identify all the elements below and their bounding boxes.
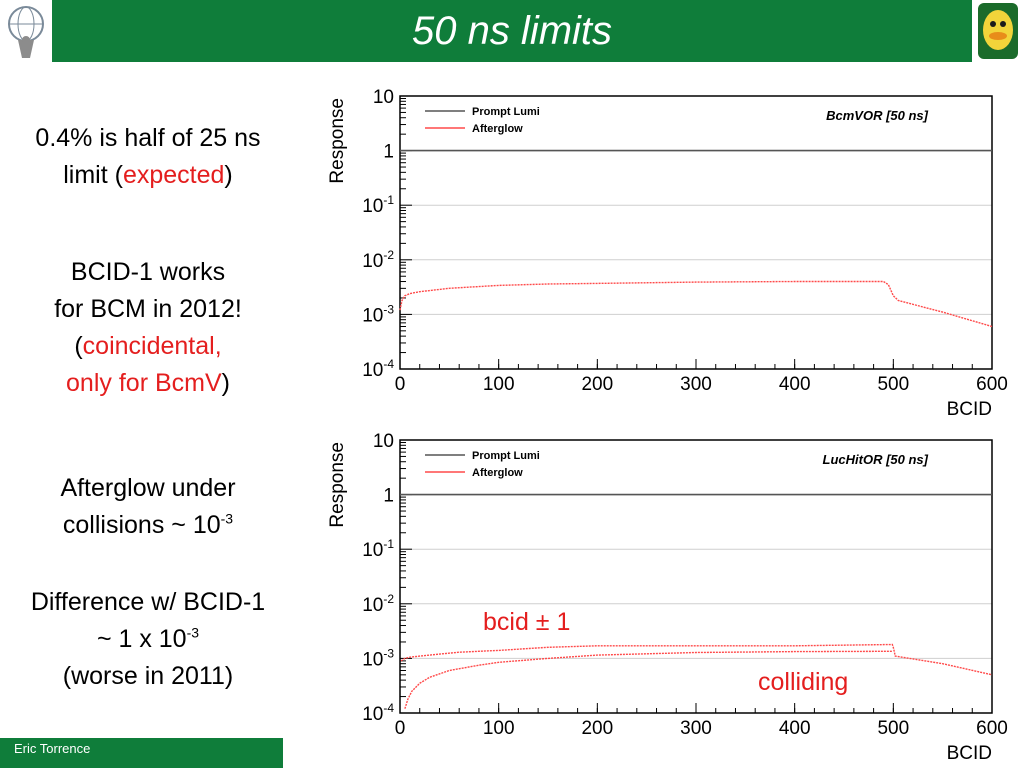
x-tick-label: 0 <box>395 374 406 395</box>
x-tick-label: 500 <box>877 718 909 739</box>
y-tick-label: 10-3 <box>362 646 394 670</box>
chart-luchitor: 0 100 200 300 400 500 600 10-4 10-3 10-2 10-1 1 10 BC… <box>327 431 1008 762</box>
difference-line1: Difference w/ BCID-1 <box>30 588 266 616</box>
duck-mascot-logo-icon <box>972 0 1024 62</box>
annotation-bcid-pm1: bcid ± 1 <box>483 608 571 636</box>
bcid-line1: BCID-1 works <box>70 258 226 286</box>
y-axis-label: Response <box>327 442 348 528</box>
x-tick-label: 500 <box>877 374 909 395</box>
x-axis-label: BCID <box>947 743 992 762</box>
x-tick-label: 100 <box>483 718 515 739</box>
x-axis-label: BCID <box>947 399 992 418</box>
x-tick-label: 600 <box>976 718 1008 739</box>
atlas-logo-icon <box>0 0 52 62</box>
y-tick-label: 10-1 <box>362 193 394 217</box>
x-tick-label: 200 <box>581 718 613 739</box>
annotation-colliding: colliding <box>758 668 849 696</box>
x-tick-label: 600 <box>976 374 1008 395</box>
x-tick-label: 400 <box>779 718 811 739</box>
x-tick-label: 300 <box>680 718 712 739</box>
half-limit-line1: 0.4% is half of 25 ns <box>35 124 261 152</box>
text-difference: Difference w/ BCID-1 ~ 1 x 10-3 (worse i… <box>0 584 296 695</box>
y-tick-label: 1 <box>383 142 394 163</box>
plot-frame <box>399 439 993 714</box>
series-afterglow <box>400 643 993 676</box>
y-tick-label: 1 <box>383 486 394 507</box>
plot-frame <box>399 95 993 370</box>
x-tick-label: 300 <box>680 374 712 395</box>
title-bar <box>0 0 1024 62</box>
text-afterglow: Afterglow under collisions ~ 10-3 <box>0 470 296 544</box>
afterglow-line1: Afterglow under <box>60 474 236 502</box>
series-afterglow <box>404 650 893 709</box>
x-tick-label: 100 <box>483 374 515 395</box>
bcid-line2: for BCM in 2012! <box>54 295 242 323</box>
y-tick-label: 10-2 <box>362 248 394 272</box>
half-limit-line2: limit (expected) <box>63 161 233 189</box>
legend-label: Afterglow <box>472 467 523 479</box>
y-tick-label: 10-1 <box>362 537 394 561</box>
text-bcid-works: BCID-1 works for BCM in 2012! (coinciden… <box>0 254 296 402</box>
y-tick-label: 10-2 <box>362 592 394 616</box>
y-axis-label: Response <box>327 98 348 184</box>
chart-title: LucHitOR [50 ns] <box>823 452 929 467</box>
difference-line2: ~ 1 x 10-3 <box>96 624 200 653</box>
x-tick-label: 0 <box>395 718 406 739</box>
footer-author: Eric Torrence <box>14 741 91 756</box>
difference-line3: (worse in 2011) <box>62 662 234 690</box>
x-tick-label: 200 <box>581 374 613 395</box>
legend-label: Prompt Lumi <box>472 106 540 118</box>
series-afterglow <box>399 280 993 328</box>
footer-bar <box>0 738 283 768</box>
x-tick-label: 400 <box>779 374 811 395</box>
bcid-line4: only for BcmV) <box>66 369 230 397</box>
chart-bcmvor: 0 100 200 300 400 500 600 10-4 10-3 10-2 10-1 1 10 BC… <box>327 87 1008 418</box>
legend-label: Afterglow <box>472 123 523 135</box>
y-tick-label: 10 <box>373 87 394 108</box>
y-tick-label: 10-4 <box>362 701 394 725</box>
slide-title: 50 ns limits <box>411 9 613 53</box>
legend-label: Prompt Lumi <box>472 450 540 462</box>
y-tick-label: 10-4 <box>362 357 394 381</box>
y-tick-label: 10 <box>373 431 394 452</box>
y-tick-label: 10-3 <box>362 302 394 326</box>
chart-title: BcmVOR [50 ns] <box>826 108 929 123</box>
afterglow-line2: collisions ~ 10-3 <box>62 510 234 539</box>
bcid-line3: (coincidental, <box>74 332 222 360</box>
text-half-limit: 0.4% is half of 25 ns limit (expected) <box>0 120 296 194</box>
